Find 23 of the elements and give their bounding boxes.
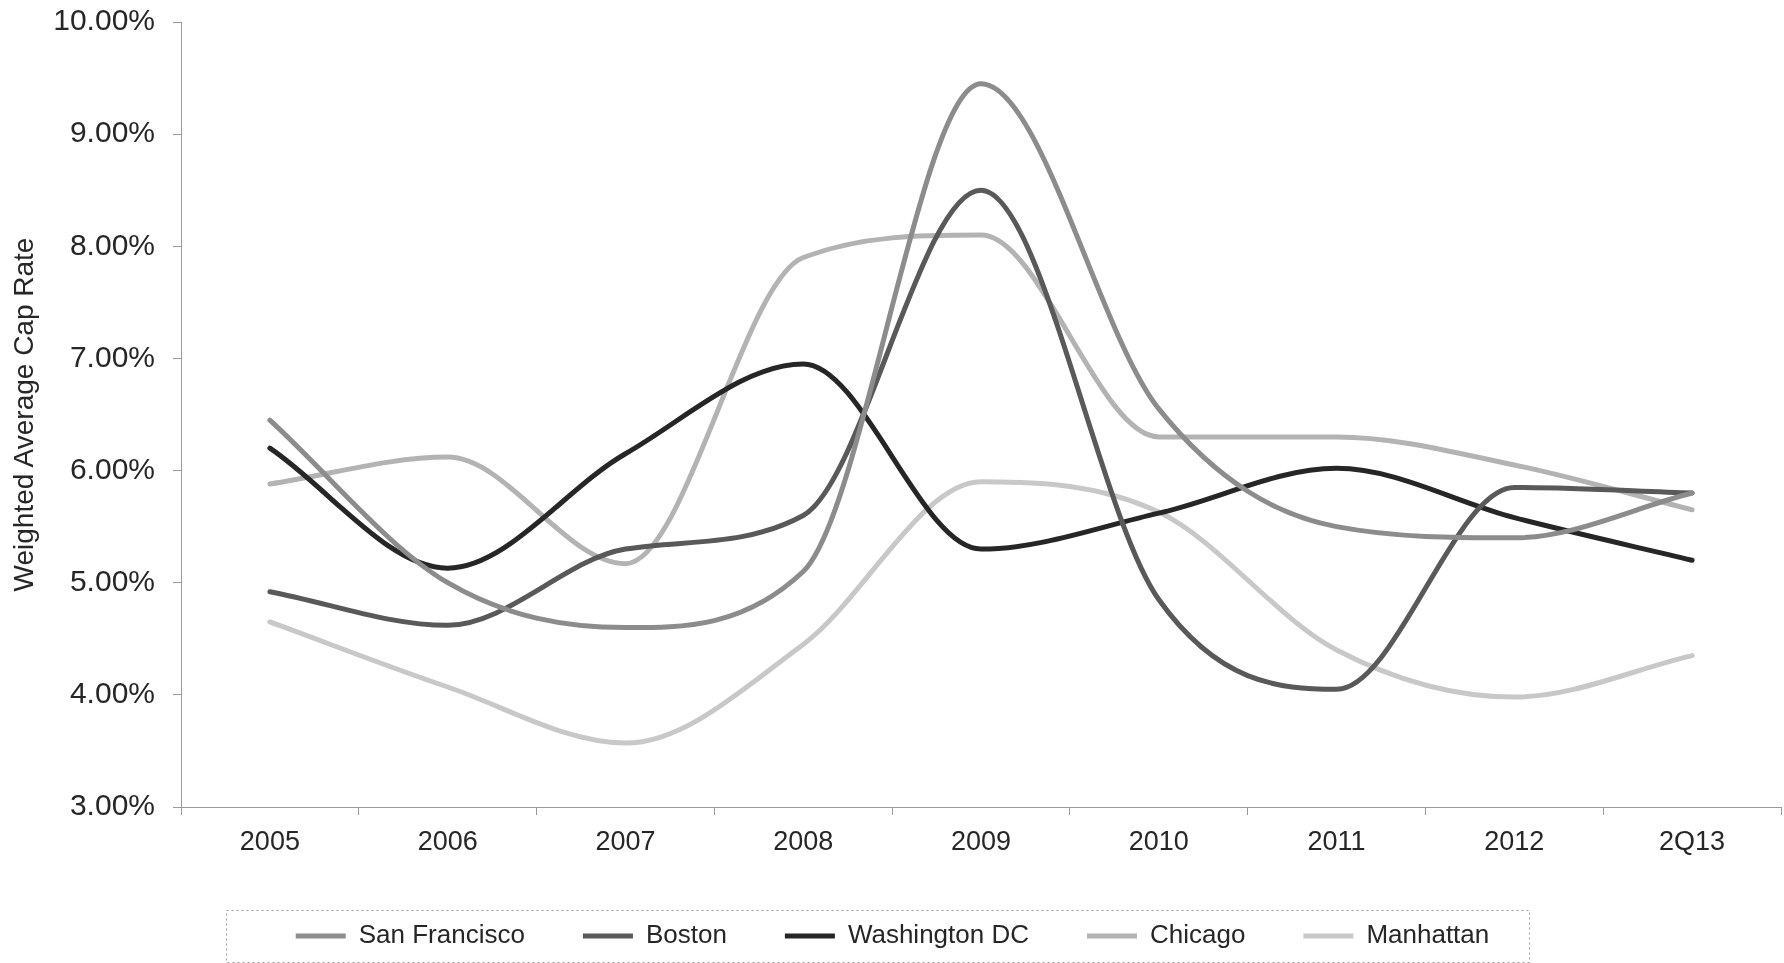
x-tick-label: 2Q13 bbox=[1659, 825, 1726, 856]
legend-label: Boston bbox=[645, 919, 727, 950]
x-tick-label: 2012 bbox=[1484, 825, 1545, 856]
y-tick-label: 4.00% bbox=[69, 676, 155, 710]
y-tick-label: 5.00% bbox=[69, 563, 155, 597]
x-tick-label: 2010 bbox=[1128, 825, 1189, 856]
x-tick-label: 2011 bbox=[1307, 825, 1366, 856]
legend-label: Washington DC bbox=[847, 919, 1029, 950]
x-tick-label: 2005 bbox=[239, 825, 300, 856]
legend-label: San Francisco bbox=[358, 919, 525, 950]
x-tick-label: 2007 bbox=[595, 825, 656, 856]
legend-label: Chicago bbox=[1149, 919, 1246, 950]
y-tick-label: 6.00% bbox=[69, 451, 155, 485]
y-tick-label: 7.00% bbox=[69, 339, 155, 373]
y-tick-label: 9.00% bbox=[69, 115, 155, 149]
y-tick-label: 10.00% bbox=[53, 3, 155, 37]
x-tick-label: 2008 bbox=[773, 825, 834, 856]
legend-label: Manhattan bbox=[1366, 919, 1490, 950]
x-tick-label: 2009 bbox=[950, 825, 1012, 856]
y-tick-label: 8.00% bbox=[69, 227, 155, 261]
x-tick-label: 2006 bbox=[417, 825, 478, 856]
y-tick-label: 3.00% bbox=[69, 788, 155, 822]
y-axis-title: Weighted Average Cap Rate bbox=[7, 237, 39, 592]
